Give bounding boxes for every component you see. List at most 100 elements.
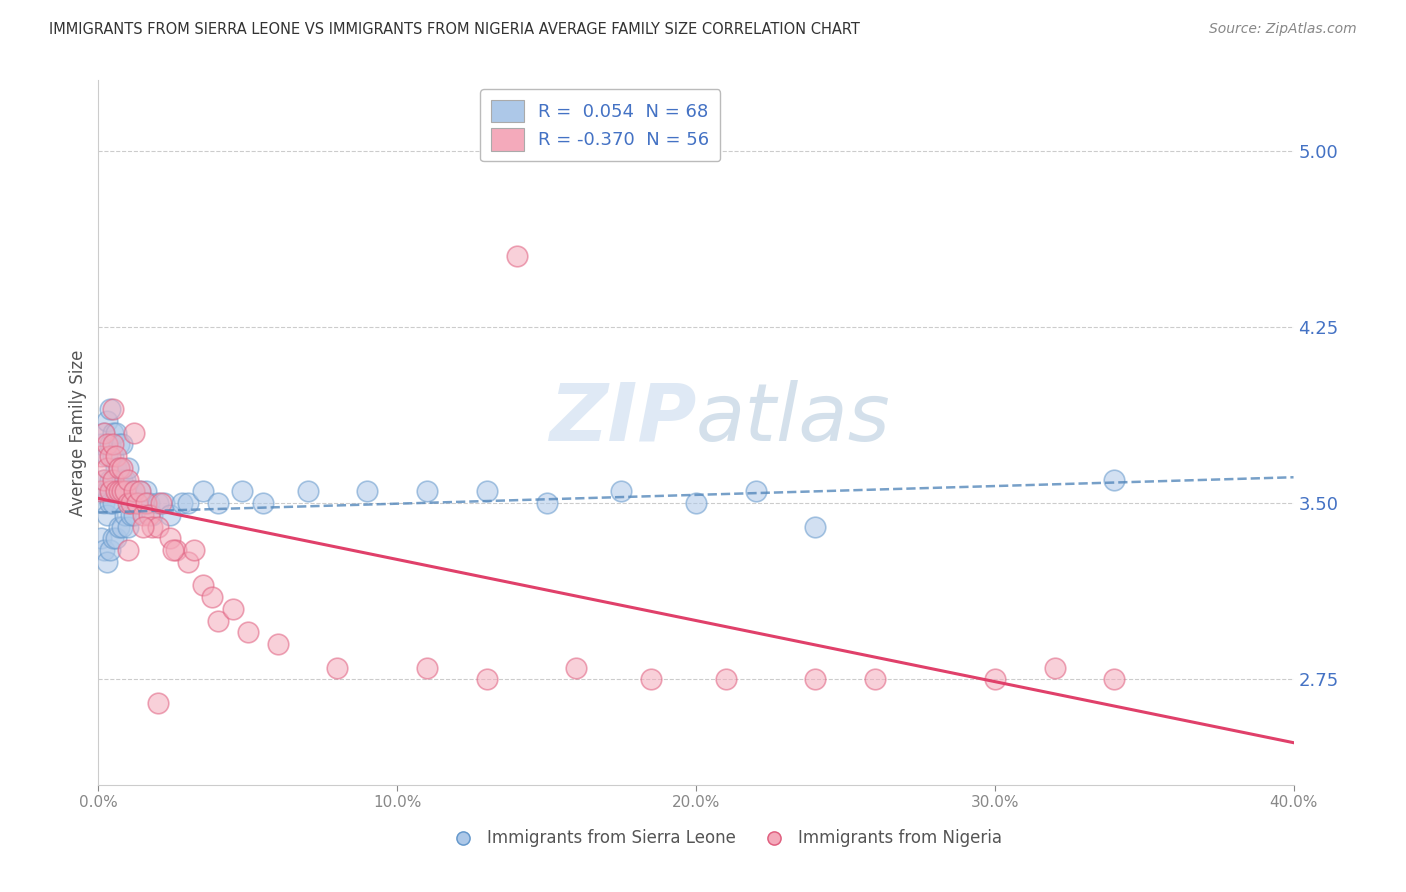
Point (111, 473, 134, 487)
Text: Immigrants from Nigeria: Immigrants from Nigeria (797, 829, 1001, 847)
Point (159, 508, 181, 522)
Point (103, 496, 125, 510)
Point (111, 484, 134, 499)
Point (96, 508, 118, 522)
Point (150, 496, 173, 510)
Point (105, 461, 128, 475)
Point (114, 484, 136, 499)
Point (103, 449, 125, 463)
Point (162, 543, 184, 558)
Point (96, 484, 118, 499)
Point (98, 449, 122, 463)
Point (124, 484, 146, 499)
Point (90, 449, 112, 463)
Point (124, 508, 146, 522)
Point (132, 508, 155, 522)
Point (1104, 473, 1126, 487)
Text: atlas: atlas (696, 379, 891, 458)
Point (117, 484, 139, 499)
Point (148, 519, 170, 533)
Point (356, 484, 378, 499)
Point (98, 473, 122, 487)
Text: ZIP: ZIP (548, 379, 696, 458)
Point (172, 496, 194, 510)
Point (416, 660, 439, 674)
Point (108, 461, 131, 475)
Point (90, 532, 112, 546)
Point (297, 484, 319, 499)
Point (1043, 660, 1066, 674)
Point (90, 484, 112, 499)
Point (98, 543, 122, 558)
Point (108, 484, 131, 499)
Point (252, 496, 274, 510)
Point (93, 543, 115, 558)
Point (96, 461, 118, 475)
Point (138, 496, 160, 510)
Point (117, 519, 139, 533)
Point (536, 496, 558, 510)
Point (90, 437, 112, 451)
Point (804, 673, 827, 687)
Point (111, 484, 134, 499)
Point (111, 519, 134, 533)
Point (108, 484, 131, 499)
Point (124, 425, 146, 440)
Text: IMMIGRANTS FROM SIERRA LEONE VS IMMIGRANTS FROM NIGERIA AVERAGE FAMILY SIZE CORR: IMMIGRANTS FROM SIERRA LEONE VS IMMIGRAN… (49, 22, 860, 37)
Point (117, 496, 139, 510)
Point (148, 496, 170, 510)
Point (610, 484, 633, 499)
Point (117, 461, 139, 475)
Point (804, 519, 827, 533)
Point (120, 496, 142, 510)
Point (201, 590, 224, 604)
Point (506, 250, 529, 264)
Point (108, 519, 131, 533)
Point (93, 496, 115, 510)
Text: Source: ZipAtlas.com: Source: ZipAtlas.com (1209, 22, 1357, 37)
Point (114, 508, 136, 522)
Point (207, 614, 229, 628)
Point (103, 425, 125, 440)
Y-axis label: Average Family Size: Average Family Size (69, 350, 87, 516)
Point (222, 602, 245, 616)
Point (640, 673, 662, 687)
Point (93, 425, 115, 440)
Point (114, 473, 136, 487)
Point (165, 543, 187, 558)
Text: Immigrants from Sierra Leone: Immigrants from Sierra Leone (486, 829, 735, 847)
Point (98, 402, 122, 417)
Point (93, 425, 115, 440)
Point (127, 496, 149, 510)
Point (865, 673, 887, 687)
Point (129, 484, 152, 499)
Point (326, 660, 349, 674)
Point (714, 673, 737, 687)
Point (565, 660, 588, 674)
Point (191, 578, 214, 592)
Point (132, 519, 155, 533)
Point (231, 484, 253, 499)
Point (108, 437, 131, 451)
Point (984, 673, 1007, 687)
Legend: R =  0.054  N = 68, R = -0.370  N = 56: R = 0.054 N = 68, R = -0.370 N = 56 (481, 89, 720, 161)
Point (207, 496, 229, 510)
Point (124, 484, 146, 499)
Point (120, 484, 142, 499)
Point (103, 473, 125, 487)
Point (127, 496, 149, 510)
Point (475, 484, 498, 499)
Point (96, 555, 118, 569)
Point (148, 696, 170, 710)
Point (98, 484, 122, 499)
Point (141, 519, 163, 533)
Point (135, 496, 157, 510)
Point (103, 402, 125, 417)
Point (105, 449, 128, 463)
Point (103, 437, 125, 451)
Point (98, 437, 122, 451)
Point (120, 508, 142, 522)
Point (93, 473, 115, 487)
Point (103, 532, 125, 546)
Point (98, 496, 122, 510)
